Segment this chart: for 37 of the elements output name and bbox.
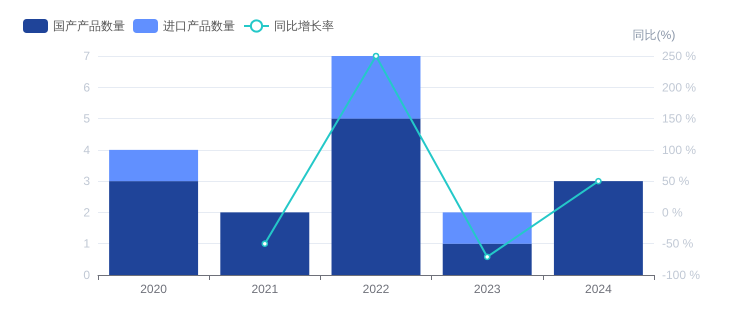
y-tick-label: 2 <box>83 205 90 220</box>
y-tick-label: 7 <box>83 49 90 63</box>
bar <box>442 244 532 275</box>
legend-label: 国产产品数量 <box>53 19 125 33</box>
point <box>262 240 268 247</box>
bar <box>109 181 198 275</box>
y2-tick-label: -100 % <box>662 268 700 282</box>
x-tick-label: 2024 <box>585 282 612 296</box>
bar <box>332 118 420 275</box>
bar <box>220 212 310 275</box>
y2-tick-label: 50 % <box>662 174 690 188</box>
point <box>372 52 380 60</box>
legend-label: 同比增长率 <box>274 19 334 33</box>
y2-tick-label: -50 % <box>662 236 694 251</box>
y2-tick-label: 250 % <box>662 49 696 63</box>
x-tick-label: 2022 <box>362 282 390 296</box>
legend-label: 进口产品数量 <box>163 19 235 33</box>
x-tick-label: 2021 <box>251 282 278 296</box>
y-tick-label: 6 <box>83 80 90 94</box>
y-tick-label: 3 <box>83 174 90 188</box>
x-tick-label: 2020 <box>140 282 168 296</box>
point <box>595 178 602 184</box>
y2-tick-label: 100 % <box>662 142 696 157</box>
bar <box>442 212 532 244</box>
y-tick-label: 4 <box>83 142 90 157</box>
y-tick-label: 0 <box>83 268 90 282</box>
point <box>484 254 490 260</box>
bar <box>109 150 198 182</box>
y2-tick-label: 150 % <box>662 112 696 126</box>
y2-axis-title: 同比(%) <box>632 28 676 42</box>
y2-tick-label: 0 % <box>662 205 684 220</box>
bar <box>332 56 420 119</box>
bar <box>554 181 643 275</box>
y-tick-label: 1 <box>83 236 90 251</box>
y2-tick-label: 200 % <box>662 80 696 94</box>
x-tick-label: 2023 <box>474 282 501 296</box>
y-tick-label: 5 <box>83 112 90 126</box>
